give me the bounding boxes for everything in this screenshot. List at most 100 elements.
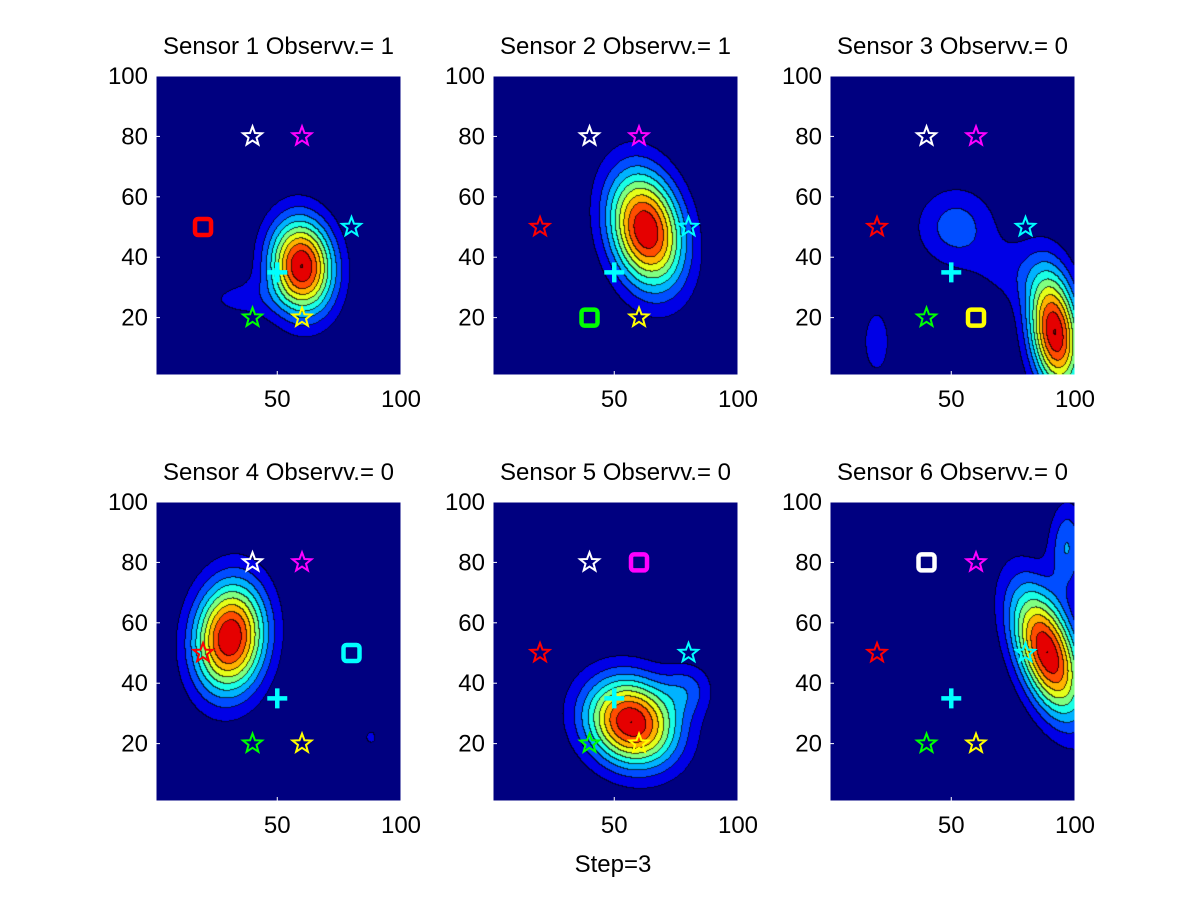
- x-tick-label: 50: [601, 812, 628, 839]
- y-tick-label: 80: [458, 549, 485, 576]
- y-tick-label: 40: [121, 670, 148, 697]
- x-tick-label: 50: [264, 812, 291, 839]
- star-marker: [963, 549, 989, 573]
- y-tick-label: 20: [458, 305, 485, 332]
- y-tick-label: 20: [795, 731, 822, 758]
- star-marker: [289, 304, 315, 329]
- x-tick-label: 100: [718, 386, 758, 413]
- y-tick-label: 60: [458, 610, 485, 637]
- star-marker: [626, 123, 652, 147]
- plus-marker: [604, 262, 625, 283]
- plus-marker: [604, 688, 625, 709]
- x-tick-label: 50: [938, 386, 965, 413]
- square-marker: [628, 552, 650, 573]
- y-tick-label: 20: [458, 731, 485, 758]
- subplot-3: Sensor 3 Observv.= 0 20 40 60 80 100 50 100: [782, 33, 1095, 413]
- heatmap-field: [830, 76, 1075, 375]
- star-marker: [1013, 214, 1038, 238]
- subplot-title: Sensor 5 Observv.= 0: [500, 459, 731, 486]
- y-tick-label: 100: [782, 489, 822, 516]
- star-marker: [190, 640, 216, 664]
- y-tick-label: 80: [795, 549, 822, 576]
- star-marker: [963, 730, 989, 755]
- plus-marker: [267, 262, 288, 283]
- y-tick-label: 80: [795, 123, 822, 150]
- x-tick-label: 100: [381, 386, 421, 413]
- star-marker: [289, 123, 315, 147]
- star-marker: [676, 640, 701, 664]
- star-marker: [240, 123, 265, 147]
- y-tick-label: 20: [795, 305, 822, 332]
- x-tick-label: 100: [381, 812, 421, 839]
- subplot-5: Sensor 5 Observv.= 0 20 40 60 80 100 50 100: [445, 459, 758, 839]
- subplot-title: Sensor 6 Observv.= 0: [837, 459, 1068, 486]
- subplot-title: Sensor 3 Observv.= 0: [837, 33, 1068, 60]
- star-marker: [963, 123, 989, 147]
- plot-frame: [492, 501, 739, 802]
- y-tick-label: 40: [458, 670, 485, 697]
- y-tick-label: 40: [121, 244, 148, 271]
- subplot-1: Sensor 1 Observv.= 1 20 40 60 80 100 50 100: [108, 33, 421, 413]
- star-marker: [289, 730, 315, 755]
- star-marker: [864, 640, 890, 664]
- plot-frame: [829, 501, 1076, 802]
- plot-frame: [155, 501, 402, 802]
- x-tick-label: 50: [938, 812, 965, 839]
- star-marker: [864, 214, 890, 238]
- y-tick-label: 40: [795, 244, 822, 271]
- subplot-title: Sensor 1 Observv.= 1: [163, 33, 394, 60]
- y-tick-label: 80: [121, 123, 148, 150]
- y-tick-label: 100: [445, 489, 485, 516]
- heatmap-field: [493, 76, 738, 375]
- star-marker: [527, 214, 553, 238]
- star-marker: [914, 730, 939, 755]
- y-tick-label: 60: [795, 610, 822, 637]
- subplot-title: Sensor 2 Observv.= 1: [500, 33, 731, 60]
- y-tick-label: 20: [121, 731, 148, 758]
- star-marker: [577, 549, 602, 573]
- figure-xlabel: Step=3: [575, 851, 652, 878]
- square-marker: [192, 216, 214, 238]
- star-marker: [914, 123, 939, 147]
- star-marker: [626, 304, 652, 329]
- x-tick-label: 100: [1055, 386, 1095, 413]
- subplot-title: Sensor 4 Observv.= 0: [163, 459, 394, 486]
- star-marker: [1013, 640, 1038, 664]
- y-tick-label: 100: [782, 63, 822, 90]
- x-tick-label: 100: [1055, 812, 1095, 839]
- star-marker: [626, 730, 652, 755]
- star-marker: [676, 214, 701, 238]
- y-tick-label: 80: [458, 123, 485, 150]
- square-marker: [341, 642, 362, 664]
- y-tick-label: 40: [795, 670, 822, 697]
- square-marker: [965, 307, 987, 328]
- star-marker: [289, 549, 315, 573]
- star-marker: [914, 304, 939, 329]
- heatmap-field: [156, 502, 401, 801]
- y-tick-label: 60: [795, 184, 822, 211]
- y-tick-label: 20: [121, 305, 148, 332]
- y-tick-label: 100: [445, 63, 485, 90]
- star-marker: [339, 214, 364, 238]
- star-marker: [240, 549, 265, 573]
- plus-marker: [267, 688, 288, 709]
- plot-frame: [155, 75, 402, 376]
- y-tick-label: 60: [121, 610, 148, 637]
- star-marker: [577, 123, 602, 147]
- subplot-2: Sensor 2 Observv.= 1 20 40 60 80 100 50 100: [445, 33, 758, 413]
- y-tick-label: 80: [121, 549, 148, 576]
- plot-frame: [492, 75, 739, 376]
- x-tick-label: 100: [718, 812, 758, 839]
- y-tick-label: 60: [121, 184, 148, 211]
- y-tick-label: 60: [458, 184, 485, 211]
- y-tick-label: 100: [108, 489, 148, 516]
- square-marker: [916, 552, 937, 573]
- plus-marker: [941, 262, 962, 283]
- plot-frame: [829, 75, 1076, 376]
- y-tick-label: 100: [108, 63, 148, 90]
- star-marker: [577, 730, 602, 755]
- heatmap-field: [156, 76, 401, 375]
- x-tick-label: 50: [264, 386, 291, 413]
- star-marker: [527, 640, 553, 664]
